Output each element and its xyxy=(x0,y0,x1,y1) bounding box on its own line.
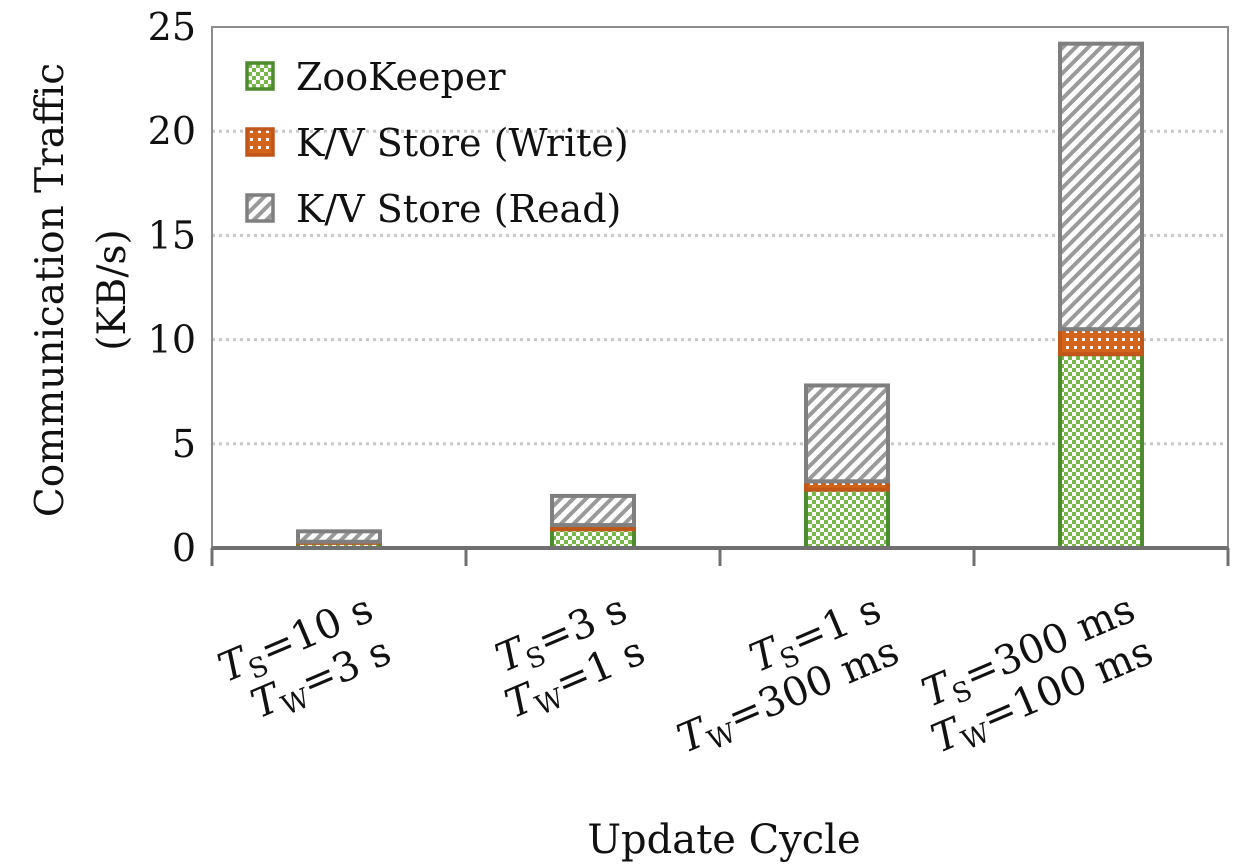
x-tick-label-2: TS=1 sTW=300 ms xyxy=(671,586,906,763)
legend-label-2: K/V Store (Read) xyxy=(296,187,621,231)
bar-checker-cat-2 xyxy=(804,487,890,551)
x-tick-label-0: TS=10 sTW=3 s xyxy=(212,586,398,728)
y-tick-label-2: 10 xyxy=(148,318,196,362)
y-tick-labels: 0 5 10 15 20 25 xyxy=(148,5,196,570)
y-axis-label-line-2: (KB/s) xyxy=(90,229,135,350)
bar-diagonal-cat-1 xyxy=(550,493,636,528)
x-tick-labels: TS=10 sTW=3 s TS=3 sTW=1 s TS=1 sTW=300 ms… xyxy=(212,586,1160,763)
legend-swatch-dots xyxy=(245,127,275,157)
x-tick-label-1: TS=3 sTW=1 s xyxy=(489,586,651,728)
bar-checker-cat-1 xyxy=(550,527,636,551)
y-axis-label: Communication Traffic (KB/s) xyxy=(28,63,135,517)
legend-label-1: K/V Store (Write) xyxy=(296,121,629,165)
y-axis-label-line-1: Communication Traffic xyxy=(28,63,73,517)
y-tick-label-3: 15 xyxy=(148,213,196,257)
bar-checker-cat-3 xyxy=(1058,352,1144,550)
x-axis-label: Update Cycle xyxy=(587,817,860,863)
legend-swatch-checker xyxy=(245,61,275,91)
legend-swatch-diagonal xyxy=(245,193,275,223)
gridlines xyxy=(212,129,1228,446)
legend: ZooKeeper K/V Store (Write) K/V Store (Rea… xyxy=(245,55,629,231)
bar-diagonal-cat-3 xyxy=(1058,41,1144,332)
bar-dots-cat-3 xyxy=(1058,327,1144,357)
bars xyxy=(296,41,1144,551)
bar-diagonal-cat-2 xyxy=(804,383,890,484)
y-tick-label-0: 0 xyxy=(172,526,196,570)
legend-label-0: ZooKeeper xyxy=(296,55,506,99)
y-tick-label-1: 5 xyxy=(172,422,196,466)
y-tick-label-5: 25 xyxy=(148,5,196,49)
bar-diagonal-cat-0 xyxy=(296,529,382,544)
plot-frame xyxy=(210,26,1230,566)
y-tick-label-4: 20 xyxy=(148,109,196,153)
